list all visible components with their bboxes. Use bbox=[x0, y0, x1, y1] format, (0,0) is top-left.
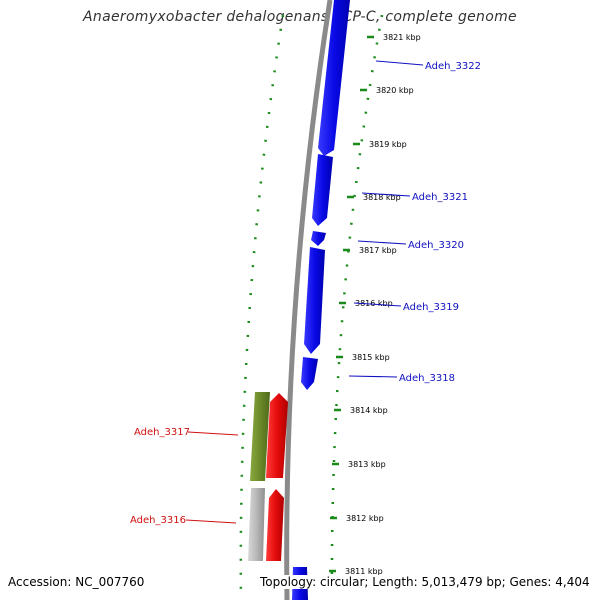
gene-arrow bbox=[318, 0, 350, 156]
gene-arrow bbox=[301, 357, 318, 390]
tick-label: 3811 kbp bbox=[345, 567, 383, 576]
topology-label: Topology: circular; Length: 5,013,479 bp… bbox=[260, 575, 590, 589]
gene-arrow bbox=[312, 154, 333, 226]
tick-label: 3816 kbp bbox=[355, 299, 393, 308]
gene-arrow bbox=[266, 393, 288, 478]
genome-backbone bbox=[284, 0, 333, 600]
gene-arrow bbox=[304, 247, 325, 354]
scale-ticks: 3821 kbp 3820 kbp 3819 kbp 3818 kbp 3817 kbp… bbox=[329, 33, 421, 576]
tick-label: 3815 kbp bbox=[352, 353, 390, 362]
tick-label: 3821 kbp bbox=[383, 33, 421, 42]
leader-line bbox=[353, 302, 402, 307]
gene-label[interactable]: Adeh_3321 bbox=[412, 192, 468, 203]
gene-label[interactable]: Adeh_3316 bbox=[130, 515, 186, 526]
gene-label[interactable]: Adeh_3318 bbox=[399, 373, 455, 384]
leader-line bbox=[185, 519, 237, 524]
outer-dotted-ring bbox=[330, 14, 384, 600]
gene-label[interactable]: Adeh_3317 bbox=[134, 427, 190, 438]
tick-label: 3818 kbp bbox=[363, 193, 401, 202]
tick-label: 3819 kbp bbox=[369, 140, 407, 149]
tick-label: 3817 kbp bbox=[359, 246, 397, 255]
leader-line bbox=[187, 431, 239, 436]
tick-label: 3820 kbp bbox=[376, 86, 414, 95]
tick-label: 3812 kbp bbox=[346, 514, 384, 523]
gene-block bbox=[250, 392, 270, 481]
tick-label: 3814 kbp bbox=[350, 406, 388, 415]
leader-line bbox=[361, 192, 411, 197]
tick-label: 3813 kbp bbox=[348, 460, 386, 469]
gene-label[interactable]: Adeh_3322 bbox=[425, 61, 481, 72]
gene-arrow bbox=[311, 231, 326, 246]
gene-block bbox=[248, 488, 265, 561]
accession-label: Accession: NC_007760 bbox=[8, 575, 145, 589]
gene-labels: Adeh_3322 Adeh_3321 Adeh_3320 Adeh_3319 Adeh… bbox=[130, 60, 481, 526]
gene-label[interactable]: Adeh_3319 bbox=[403, 302, 459, 313]
gene-label[interactable]: Adeh_3320 bbox=[408, 240, 464, 251]
gene-arrow bbox=[266, 489, 284, 561]
leader-line bbox=[357, 240, 407, 245]
leader-line bbox=[375, 60, 424, 66]
leader-line bbox=[348, 375, 398, 378]
map-title: Anaeromyxobacter dehalogenans 2CP-C, com… bbox=[83, 9, 517, 25]
